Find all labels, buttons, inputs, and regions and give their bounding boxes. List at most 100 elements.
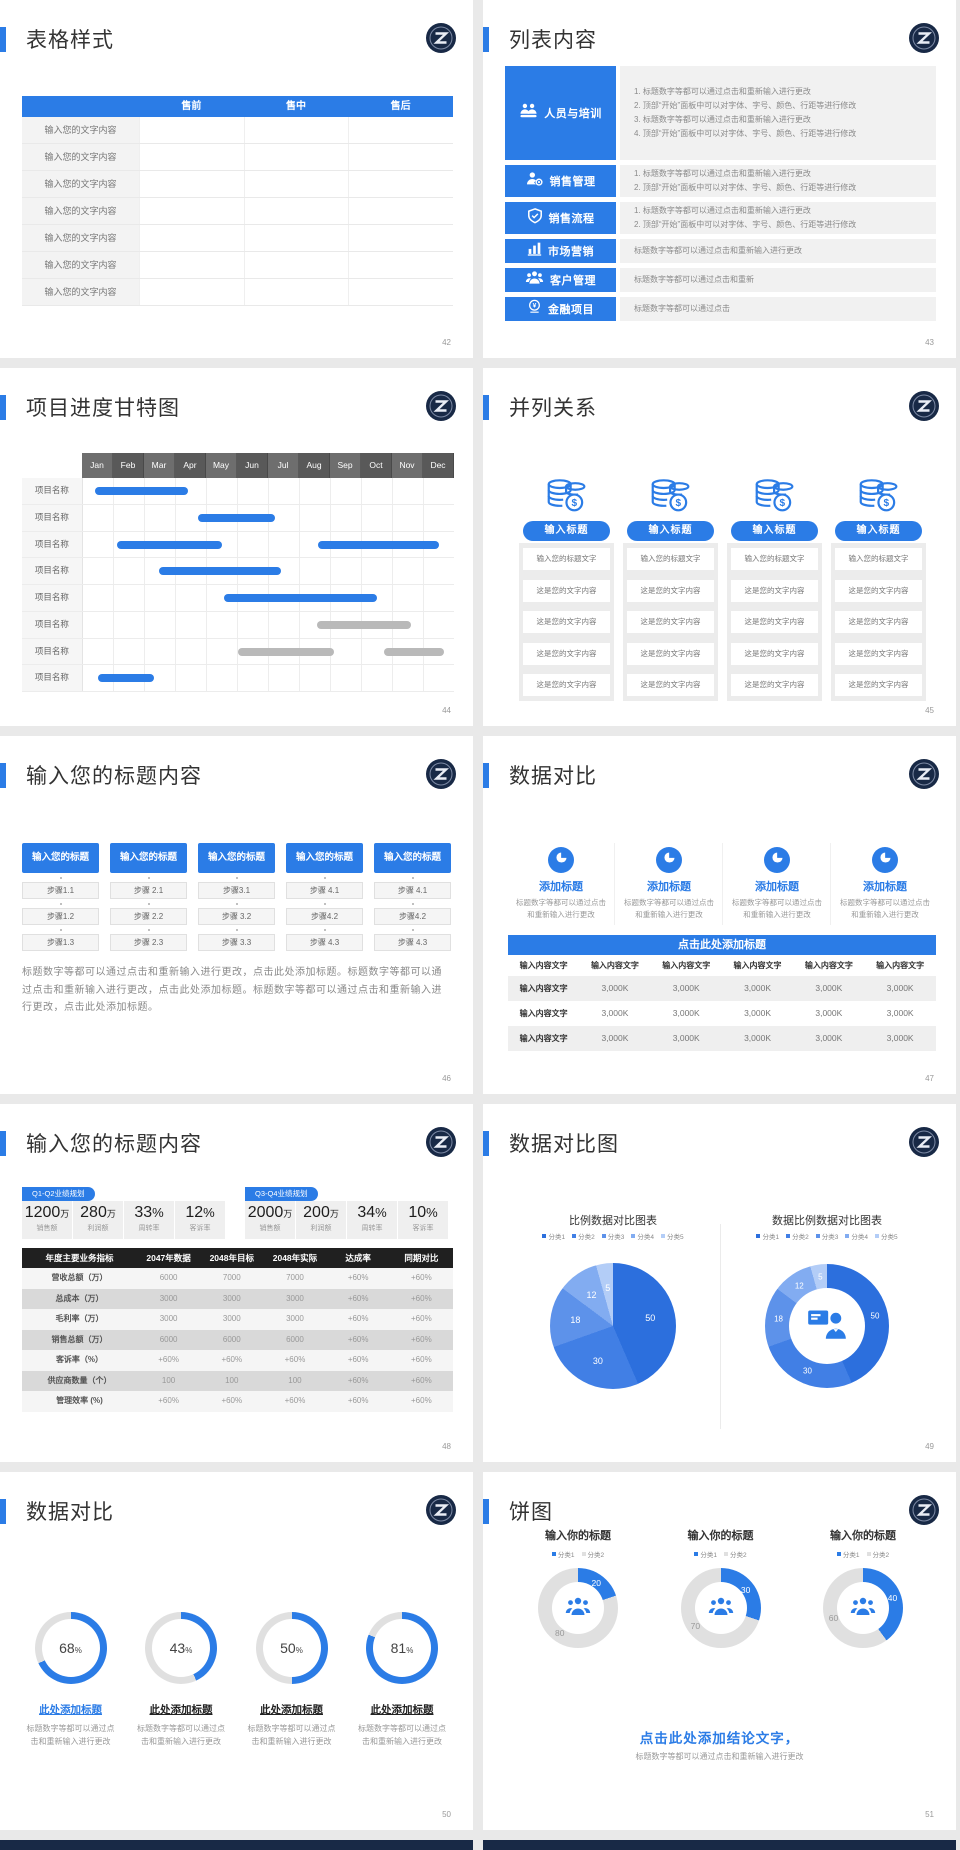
- parallel-column: $ 输入标题 输入您的标题文字 这是您的文字内容 这是您的文字内容 这是您的文字内容 这是您…: [623, 478, 718, 701]
- column-row: 这是您的文字内容: [731, 611, 818, 633]
- column-row: 这是您的文字内容: [627, 674, 714, 696]
- table-cell: +60%: [411, 1355, 432, 1364]
- ring-item-title: 此处添加标题: [149, 1704, 213, 1716]
- slide-46-steps[interactable]: 输入您的标题内容 输入您的标题 步骤1.1 步骤1.2 步骤1.3 输入您的标题 步骤 2…: [0, 736, 473, 1094]
- ring-item-description: 标题数字等都可以通过点击和重新输入进行更改: [247, 1724, 336, 1746]
- table-header-row: 售前 售中 售后: [22, 96, 453, 117]
- stat-cell: 33% 周转率: [123, 1201, 174, 1239]
- feature-title: 添加标题: [539, 881, 583, 893]
- gantt-month-header: Jan Feb Mar Apr May Jun Jul Aug Sep Oct Nov Dec: [22, 453, 454, 478]
- chart-value-label: 70: [690, 1621, 701, 1632]
- stat-value: 10%: [408, 1204, 438, 1221]
- gantt-row: 项目名称: [22, 611, 454, 639]
- chart-value-label: 50: [870, 1311, 880, 1321]
- table-cell-empty: [139, 225, 244, 251]
- table-cell-empty: [243, 198, 349, 224]
- table-row: 输入您的文字内容: [22, 117, 453, 144]
- slide-43-list-content[interactable]: 列表内容 人员与培训 1. 标题数字等都可以通过点击和重新输入进行更改 2. 顶部“…: [483, 0, 956, 358]
- stat-value: 12%: [185, 1204, 215, 1221]
- table-header-cell: [22, 96, 139, 117]
- table-cell: 3000: [159, 1293, 178, 1303]
- donut-chart-block: 输入你的标题 分类1 分类2 20 80: [503, 1517, 653, 1648]
- gantt-row: 项目名称: [22, 478, 454, 505]
- table-caption: 点击此处添加标题: [508, 935, 936, 955]
- description-line: 2. 顶部“开始”面板中可以对字体、字号、颜色、行距等进行修改: [634, 101, 857, 110]
- slide-44-gantt[interactable]: 项目进度甘特图 Jan Feb Mar Apr May Jun Jul Aug Sep Oct No…: [0, 368, 473, 726]
- title-accent-bar: [483, 395, 489, 420]
- legend-label: 分类3: [607, 1234, 625, 1241]
- table-cell: 3,000K: [601, 983, 629, 993]
- legend-item: 分类4: [631, 1231, 654, 1241]
- people-group-icon: [708, 1596, 734, 1621]
- stat-cell: 10% 客诉率: [397, 1201, 448, 1239]
- legend-label: 分类1: [762, 1234, 780, 1241]
- feature-circle: [764, 847, 790, 873]
- donut-chart: 40 60: [823, 1568, 903, 1648]
- stat-value: 2000万: [247, 1204, 293, 1221]
- column-row: 这是您的文字内容: [523, 611, 610, 633]
- month-cell: Aug: [299, 453, 330, 478]
- table-cell: 3,000K: [672, 1033, 700, 1043]
- table-row: 输入您的文字内容: [22, 198, 453, 225]
- gantt-bar: [98, 674, 155, 683]
- stat-unit: %: [152, 1205, 164, 1220]
- slide-title: 输入您的标题内容: [26, 1133, 202, 1156]
- slide-42-table-style[interactable]: 表格样式 售前 售中 售后 输入您的文字内容 输入您的文字内容 输入您的文字内容 输入您的文…: [0, 0, 473, 358]
- slide-49-pie-charts[interactable]: 数据对比图 比例数据对比图表 分类1 分类2 分类3 分类4 分类5 50 30 18 12 5 数据…: [483, 1104, 956, 1462]
- pie-chart-icon: [879, 851, 892, 869]
- slide-title: 数据对比: [509, 765, 597, 788]
- table-cell: 6000: [159, 1334, 178, 1344]
- legend-label: 分类2: [578, 1234, 595, 1241]
- sales-stage-table: 售前 售中 售后 输入您的文字内容 输入您的文字内容 输入您的文字内容 输入您的文字内容 输入…: [22, 96, 453, 306]
- legend-item: 分类1: [551, 1549, 575, 1559]
- connector-dot-icon: [235, 928, 238, 931]
- chart-value-label: 30: [740, 1584, 751, 1595]
- table-cell: 3,000K: [886, 1033, 914, 1043]
- legend-label: 分类2: [792, 1234, 809, 1241]
- stat-value: 34%: [357, 1204, 387, 1221]
- table-cell: 3,000K: [815, 1033, 843, 1043]
- month-cell: Feb: [113, 453, 144, 478]
- category-label: 客户管理: [550, 275, 596, 287]
- table-cell: +60%: [221, 1396, 243, 1405]
- stat-group: Q1-Q2业绩规划 1200万 销售额 280万 利润额 33% 周转率 12% 客诉率: [22, 1187, 225, 1239]
- stat-unit: %: [426, 1205, 438, 1220]
- coin-stack-icon: $: [858, 478, 900, 518]
- percent-ring-item: 81% 此处添加标题 标题数字等都可以通过点击和重新输入进行更改: [347, 1612, 457, 1749]
- compare-table: 点击此处添加标题 输入内容文字 输入内容文字 输入内容文字 输入内容文字 输入内容文字 输入…: [508, 935, 936, 1051]
- chart-value-label: 80: [555, 1628, 565, 1639]
- legend-swatch-icon: [631, 1234, 636, 1238]
- legend-label: 分类2: [730, 1552, 747, 1559]
- stat-unit: %: [375, 1205, 387, 1220]
- table-cell-empty: [139, 171, 244, 197]
- step-box: 步骤 2.2: [110, 908, 187, 925]
- gantt-row-label: 项目名称: [22, 665, 83, 691]
- list-item: 市场营销 标题数字等都可以通过点击和重新输入进行更改: [505, 239, 936, 263]
- column-panel: 输入您的标题文字 这是您的文字内容 这是您的文字内容 这是您的文字内容 这是您的文字内容: [623, 543, 718, 701]
- table-row: 输入内容文字 3,000K 3,000K 3,000K 3,000K 3,000K: [508, 1001, 936, 1026]
- page-number: 46: [442, 1074, 451, 1083]
- column-row: 这是您的文字内容: [523, 642, 610, 665]
- legend-label: 分类1: [548, 1234, 566, 1241]
- slide-50-percent-rings[interactable]: 数据对比 68% 此处添加标题 标题数字等都可以通过点击和重新输入进行更改 43% 此处…: [0, 1472, 473, 1830]
- slide-47-data-compare[interactable]: 数据对比 添加标题 标题数字等都可以通过点击和重新输入进行更改 添加标题 标题数字等都…: [483, 736, 956, 1094]
- gantt-row: 项目名称: [22, 585, 454, 612]
- stat-unit: 万: [283, 1209, 293, 1219]
- list-item: 销售流程 1. 标题数字等都可以通过点击和重新输入进行更改 2. 顶部“开始”面板中…: [505, 202, 936, 234]
- table-cell: 销售总额（万）: [51, 1334, 108, 1344]
- feature-circle: [656, 847, 682, 873]
- slide-45-parallel-relation[interactable]: 并列关系 $ 输入标题 输入您的标题文字 这是您的文字内容 这是您的文字内容 这是您的文字…: [483, 368, 956, 726]
- customers-group-icon: [525, 270, 544, 290]
- step-box: 步骤1.2: [22, 908, 99, 925]
- ring-item-title: 此处添加标题: [370, 1704, 434, 1716]
- table-row-label: 输入您的文字内容: [22, 144, 139, 170]
- step-column-button: 输入您的标题: [286, 843, 363, 873]
- svg-text:$: $: [571, 498, 577, 509]
- table-cell: 3,000K: [672, 983, 700, 993]
- slide-51-pie[interactable]: 饼图 输入你的标题 分类1 分类2 20 80 输入你的标题 分类1 分类2 30 70 输入你的标…: [483, 1472, 956, 1830]
- person-report-icon: [807, 1308, 847, 1344]
- column-row: 这是您的文字内容: [627, 611, 714, 633]
- legend-item: 分类2: [866, 1549, 889, 1559]
- slide-48-kpi-table[interactable]: 输入您的标题内容 Q1-Q2业绩规划 1200万 销售额 280万 利润额 33% 周转率 1…: [0, 1104, 473, 1462]
- brand-logo-icon: [909, 1495, 939, 1525]
